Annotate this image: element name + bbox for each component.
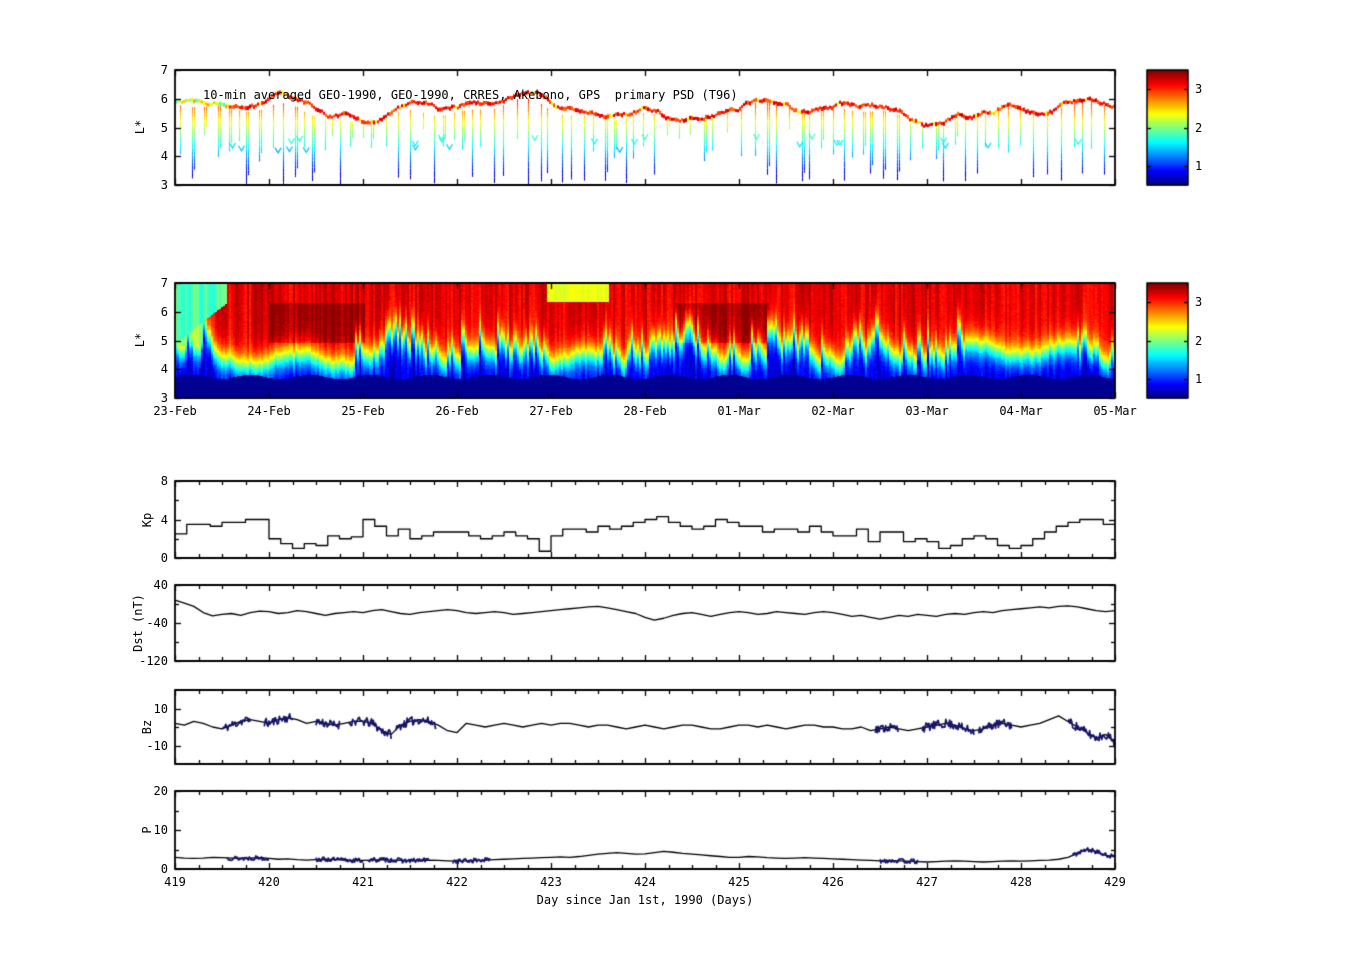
colorbar-tick-label: 1 bbox=[1195, 158, 1203, 173]
ytick-label-dst: 40 bbox=[153, 578, 168, 592]
ytick-label-psd_map: 7 bbox=[160, 276, 168, 290]
xtick-label: 425 bbox=[728, 875, 750, 889]
ytick-label-p: 10 bbox=[153, 823, 168, 837]
ylabel-psd-scatter: L* bbox=[133, 119, 147, 135]
date-tick-label: 03-Mar bbox=[905, 404, 949, 418]
date-tick-label: 26-Feb bbox=[435, 404, 479, 418]
colorbar-tick-label: 2 bbox=[1195, 120, 1203, 135]
ylabel-dst: Dst (nT) bbox=[131, 594, 145, 652]
colorbar-tick-label: 2 bbox=[1195, 333, 1203, 348]
ytick-label-bz: -10 bbox=[146, 738, 168, 753]
xtick-label: 428 bbox=[1010, 875, 1032, 889]
date-tick-label: 25-Feb bbox=[341, 404, 385, 418]
xtick-label: 419 bbox=[164, 875, 186, 889]
ytick-label-dst: -40 bbox=[146, 616, 168, 630]
ytick-label-psd_map: 5 bbox=[160, 333, 168, 348]
xtick-label: 426 bbox=[822, 875, 844, 889]
ytick-label-dst: -120 bbox=[139, 654, 168, 668]
ytick-label-kp: 8 bbox=[160, 474, 168, 488]
xtick-label: 423 bbox=[540, 875, 562, 889]
xtick-label: 424 bbox=[634, 875, 656, 889]
ytick-label-psd_scatter: 5 bbox=[160, 120, 168, 135]
xtick-label: 429 bbox=[1104, 875, 1126, 889]
ytick-label-psd_map: 4 bbox=[160, 362, 168, 377]
date-tick-label: 02-Mar bbox=[811, 404, 855, 418]
ytick-label-p: 0 bbox=[160, 862, 168, 876]
ytick-label-psd_map: 6 bbox=[160, 304, 168, 319]
ytick-label-psd_map: 3 bbox=[160, 391, 168, 405]
plot-title: 10-min averaged GEO-1990, GEO-1990, CRRE… bbox=[203, 88, 738, 102]
xtick-label: 421 bbox=[352, 875, 374, 889]
date-tick-label: 04-Mar bbox=[999, 404, 1043, 418]
ytick-label-psd_scatter: 3 bbox=[160, 178, 168, 192]
colorbar-tick-label: 1 bbox=[1195, 371, 1203, 386]
xtick-label: 427 bbox=[916, 875, 938, 889]
date-tick-label: 24-Feb bbox=[247, 404, 291, 418]
ylabel-psd-heatmap: L* bbox=[133, 332, 147, 348]
colorbar-tick-label: 3 bbox=[1195, 295, 1203, 310]
xtick-label: 420 bbox=[258, 875, 280, 889]
date-tick-label: 27-Feb bbox=[529, 404, 573, 418]
xlabel: Day since Jan 1st, 1990 (Days) bbox=[536, 893, 754, 907]
ytick-label-psd_scatter: 7 bbox=[160, 63, 168, 77]
date-tick-label: 23-Feb bbox=[153, 404, 197, 418]
ytick-label-psd_scatter: 6 bbox=[160, 91, 168, 106]
ytick-label-p: 20 bbox=[153, 784, 168, 798]
ytick-label-bz: 10 bbox=[153, 701, 168, 716]
date-tick-label: 28-Feb bbox=[623, 404, 667, 418]
date-tick-label: 01-Mar bbox=[717, 404, 761, 418]
ylabel-kp: Kp bbox=[140, 512, 154, 528]
ytick-label-kp: 0 bbox=[160, 551, 168, 565]
date-tick-label: 05-Mar bbox=[1093, 404, 1137, 418]
colorbar-tick-label: 3 bbox=[1195, 82, 1203, 97]
ylabel-p: P bbox=[140, 826, 154, 834]
ytick-label-psd_scatter: 4 bbox=[160, 149, 168, 164]
xtick-label: 422 bbox=[446, 875, 468, 889]
ytick-label-kp: 4 bbox=[160, 512, 168, 527]
ylabel-bz: Bz bbox=[140, 719, 154, 735]
